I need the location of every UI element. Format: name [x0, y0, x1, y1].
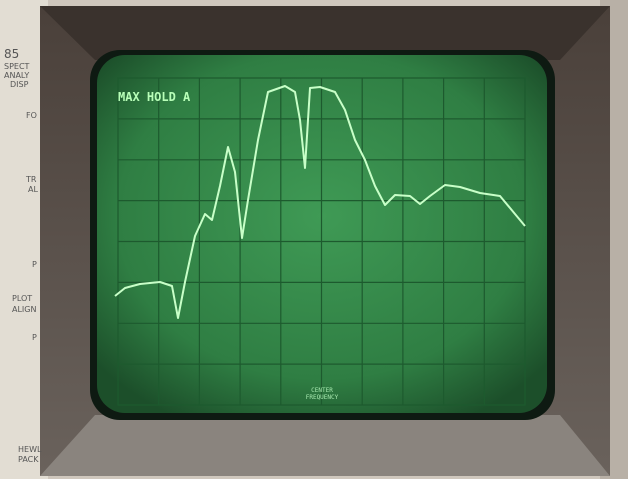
- panel-line: SPECT: [4, 62, 30, 71]
- panel-label: FO: [26, 111, 37, 120]
- maker: HEWL: [18, 445, 42, 454]
- center-label: FREQUENCY: [306, 394, 339, 401]
- panel-line: ANALY: [4, 71, 29, 80]
- maker: PACK: [18, 455, 39, 464]
- panel-label: P: [32, 333, 37, 342]
- model: 85: [4, 47, 19, 61]
- panel-line: DISP: [10, 80, 29, 89]
- panel-label: ALIGN: [12, 305, 36, 314]
- bezel-bottom: [40, 415, 610, 476]
- panel-label: P: [32, 260, 37, 269]
- annotation: MAX HOLD A: [118, 90, 191, 104]
- panel-label: TR: [25, 175, 37, 184]
- panel-label: AL: [28, 185, 38, 194]
- page: MAX HOLD A CENTER FREQUENCY 85 SPECT ANA…: [0, 0, 628, 479]
- center-label: CENTER: [311, 387, 333, 394]
- photo: MAX HOLD A CENTER FREQUENCY 85 SPECT ANA…: [0, 0, 628, 479]
- panel-label: PLOT: [12, 294, 32, 303]
